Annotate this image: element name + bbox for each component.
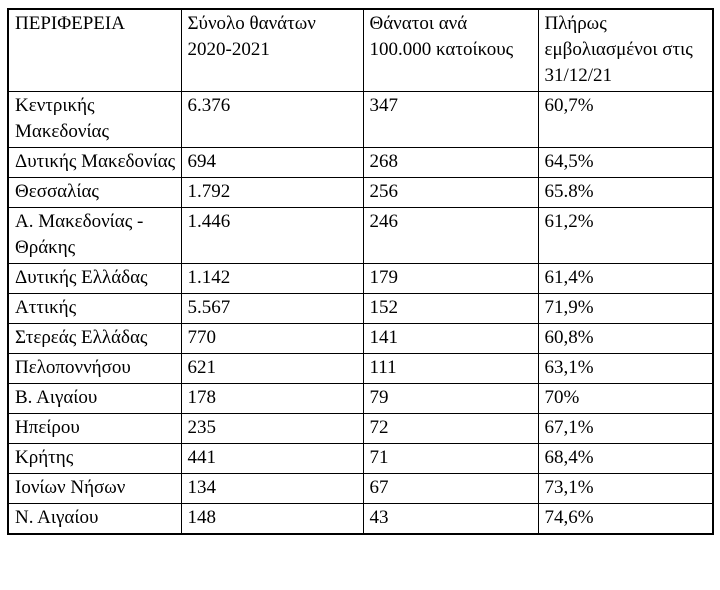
table-row: Α. Μακεδονίας - Θράκης 1.446 246 61,2% — [7, 207, 714, 264]
deaths-per-100k-cell: 71 — [362, 443, 539, 474]
region-cell: Ηπείρου — [7, 413, 182, 444]
region-cell: Δυτικής Μακεδονίας — [7, 147, 182, 178]
header-region: ΠΕΡΙΦΕΡΕΙΑ — [7, 8, 182, 92]
deaths-per-100k-cell: 268 — [362, 147, 539, 178]
deaths-per-100k-cell: 179 — [362, 263, 539, 294]
region-cell: Β. Αιγαίου — [7, 383, 182, 414]
table-row: Κεντρικής Μακεδονίας 6.376 347 60,7% — [7, 91, 714, 148]
total-deaths-cell: 1.792 — [180, 177, 364, 208]
table-row: Ηπείρου 235 72 67,1% — [7, 413, 714, 444]
total-deaths-cell: 148 — [180, 503, 364, 535]
table-row: Δυτικής Ελλάδας 1.142 179 61,4% — [7, 263, 714, 294]
table-row: Δυτικής Μακεδονίας 694 268 64,5% — [7, 147, 714, 178]
deaths-per-100k-cell: 256 — [362, 177, 539, 208]
region-cell: Δυτικής Ελλάδας — [7, 263, 182, 294]
region-cell: Θεσσαλίας — [7, 177, 182, 208]
total-deaths-cell: 1.142 — [180, 263, 364, 294]
fully-vaccinated-cell: 60,8% — [537, 323, 714, 354]
fully-vaccinated-cell: 61,4% — [537, 263, 714, 294]
fully-vaccinated-cell: 67,1% — [537, 413, 714, 444]
table-row: Β. Αιγαίου 178 79 70% — [7, 383, 714, 414]
total-deaths-cell: 235 — [180, 413, 364, 444]
table-row: Θεσσαλίας 1.792 256 65.8% — [7, 177, 714, 208]
region-cell: Ν. Αιγαίου — [7, 503, 182, 535]
fully-vaccinated-cell: 73,1% — [537, 473, 714, 504]
region-cell: Στερεάς Ελλάδας — [7, 323, 182, 354]
total-deaths-cell: 178 — [180, 383, 364, 414]
total-deaths-cell: 134 — [180, 473, 364, 504]
deaths-per-100k-cell: 246 — [362, 207, 539, 264]
fully-vaccinated-cell: 61,2% — [537, 207, 714, 264]
table-body: Κεντρικής Μακεδονίας 6.376 347 60,7% Δυτ… — [7, 91, 714, 535]
table-row: Ιονίων Νήσων 134 67 73,1% — [7, 473, 714, 504]
region-cell: Α. Μακεδονίας - Θράκης — [7, 207, 182, 264]
deaths-per-100k-cell: 67 — [362, 473, 539, 504]
header-total-deaths: Σύνολο θανάτων 2020-2021 — [180, 8, 364, 92]
header-row: ΠΕΡΙΦΕΡΕΙΑ Σύνολο θανάτων 2020-2021 Θάνα… — [7, 8, 714, 92]
table-header: ΠΕΡΙΦΕΡΕΙΑ Σύνολο θανάτων 2020-2021 Θάνα… — [7, 8, 714, 92]
deaths-per-100k-cell: 72 — [362, 413, 539, 444]
fully-vaccinated-cell: 65.8% — [537, 177, 714, 208]
page: ΠΕΡΙΦΕΡΕΙΑ Σύνολο θανάτων 2020-2021 Θάνα… — [7, 8, 714, 535]
deaths-per-100k-cell: 347 — [362, 91, 539, 148]
deaths-per-100k-cell: 79 — [362, 383, 539, 414]
region-cell: Πελοποννήσου — [7, 353, 182, 384]
deaths-per-100k-cell: 141 — [362, 323, 539, 354]
total-deaths-cell: 441 — [180, 443, 364, 474]
table-row: Αττικής 5.567 152 71,9% — [7, 293, 714, 324]
fully-vaccinated-cell: 64,5% — [537, 147, 714, 178]
header-fully-vaccinated: Πλήρως εμβολιασμένοι στις 31/12/21 — [537, 8, 714, 92]
table-row: Ν. Αιγαίου 148 43 74,6% — [7, 503, 714, 535]
region-cell: Κρήτης — [7, 443, 182, 474]
fully-vaccinated-cell: 60,7% — [537, 91, 714, 148]
deaths-per-100k-cell: 152 — [362, 293, 539, 324]
fully-vaccinated-cell: 74,6% — [537, 503, 714, 535]
region-cell: Αττικής — [7, 293, 182, 324]
total-deaths-cell: 6.376 — [180, 91, 364, 148]
total-deaths-cell: 770 — [180, 323, 364, 354]
fully-vaccinated-cell: 63,1% — [537, 353, 714, 384]
region-cell: Ιονίων Νήσων — [7, 473, 182, 504]
total-deaths-cell: 694 — [180, 147, 364, 178]
fully-vaccinated-cell: 70% — [537, 383, 714, 414]
table-row: Κρήτης 441 71 68,4% — [7, 443, 714, 474]
deaths-per-100k-cell: 111 — [362, 353, 539, 384]
region-cell: Κεντρικής Μακεδονίας — [7, 91, 182, 148]
table-row: Πελοποννήσου 621 111 63,1% — [7, 353, 714, 384]
total-deaths-cell: 621 — [180, 353, 364, 384]
regions-deaths-vaccination-table: ΠΕΡΙΦΕΡΕΙΑ Σύνολο θανάτων 2020-2021 Θάνα… — [7, 8, 714, 535]
header-deaths-per-100k: Θάνατοι ανά 100.000 κατοίκους — [362, 8, 539, 92]
fully-vaccinated-cell: 71,9% — [537, 293, 714, 324]
total-deaths-cell: 5.567 — [180, 293, 364, 324]
fully-vaccinated-cell: 68,4% — [537, 443, 714, 474]
table-row: Στερεάς Ελλάδας 770 141 60,8% — [7, 323, 714, 354]
deaths-per-100k-cell: 43 — [362, 503, 539, 535]
total-deaths-cell: 1.446 — [180, 207, 364, 264]
